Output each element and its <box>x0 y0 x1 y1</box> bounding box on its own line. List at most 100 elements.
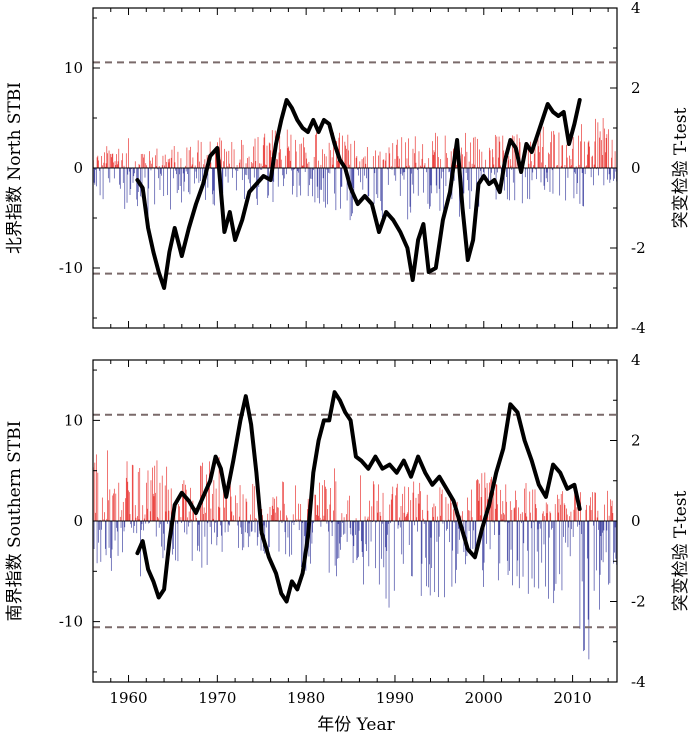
index-bar <box>184 168 185 182</box>
index-bar <box>381 521 382 559</box>
index-bar <box>562 145 563 168</box>
index-bar <box>323 168 324 178</box>
north-t-test-line <box>137 100 579 288</box>
index-bar <box>145 163 146 168</box>
index-bar <box>492 149 493 168</box>
index-bar <box>609 516 610 521</box>
index-bar <box>602 155 603 168</box>
index-bar <box>254 486 255 521</box>
index-bar <box>168 490 169 521</box>
index-bar <box>362 168 363 190</box>
index-bar <box>592 157 593 168</box>
index-bar <box>508 160 509 168</box>
index-bar <box>477 479 478 521</box>
index-bar <box>246 168 247 175</box>
index-bar <box>202 521 203 568</box>
index-bar <box>240 521 241 527</box>
index-bar <box>187 521 188 534</box>
index-bar <box>322 485 323 521</box>
index-bar <box>120 168 121 189</box>
index-bar <box>586 510 587 521</box>
index-bar <box>178 521 179 561</box>
index-bar <box>378 484 379 521</box>
index-bar <box>434 150 435 168</box>
index-bar <box>553 168 554 194</box>
index-bar <box>358 521 359 557</box>
index-bar <box>264 521 265 525</box>
index-bar <box>477 139 478 168</box>
index-bar <box>607 521 608 530</box>
index-bar <box>312 168 313 179</box>
index-bar <box>422 144 423 168</box>
index-bar <box>198 140 199 168</box>
index-bar <box>259 163 260 168</box>
index-bar <box>590 497 591 521</box>
index-bar <box>263 145 264 168</box>
index-bar <box>129 168 130 172</box>
index-bar <box>468 510 469 521</box>
index-bar <box>595 493 596 521</box>
index-bar <box>504 514 505 521</box>
index-bar <box>523 521 524 543</box>
index-bar <box>122 521 123 552</box>
index-bar <box>305 168 306 172</box>
index-bar <box>383 493 384 521</box>
index-bar <box>265 165 266 168</box>
index-bar <box>403 521 404 564</box>
index-bar <box>440 168 441 211</box>
index-bar <box>445 136 446 168</box>
index-bar <box>318 516 319 521</box>
index-bar <box>371 521 372 542</box>
index-bar <box>187 148 188 168</box>
index-bar <box>158 168 159 178</box>
index-bar <box>588 142 589 168</box>
index-bar <box>353 521 354 563</box>
index-bar <box>431 168 432 185</box>
index-bar <box>127 168 128 175</box>
index-bar <box>467 152 468 168</box>
index-bar <box>299 521 300 530</box>
index-bar <box>228 521 229 532</box>
index-bar <box>478 480 479 521</box>
index-bar <box>229 164 230 168</box>
index-bar <box>116 154 117 168</box>
index-bar <box>325 487 326 521</box>
index-bar <box>480 515 481 521</box>
index-bar <box>192 164 193 168</box>
index-bar <box>316 515 317 521</box>
index-bar <box>360 475 361 521</box>
index-bar <box>327 509 328 521</box>
index-bar <box>188 168 189 192</box>
index-bar <box>593 521 594 526</box>
index-bar <box>567 515 568 521</box>
index-bar <box>583 521 584 651</box>
index-bar <box>326 156 327 168</box>
index-bar <box>391 500 392 521</box>
index-bar <box>615 151 616 168</box>
index-bar <box>357 521 358 558</box>
index-bar <box>412 521 413 576</box>
index-bar <box>349 496 350 521</box>
index-bar <box>306 159 307 168</box>
index-bar <box>111 521 112 571</box>
index-bar <box>508 521 509 575</box>
index-bar <box>400 521 401 527</box>
index-bar <box>461 148 462 168</box>
index-bar <box>154 496 155 521</box>
index-bar <box>336 481 337 521</box>
y-tick-label-right: 0 <box>631 512 641 530</box>
index-bar <box>595 119 596 168</box>
index-bar <box>426 521 427 586</box>
index-bar <box>510 501 511 521</box>
index-bar <box>430 521 431 595</box>
index-bar <box>359 161 360 168</box>
index-bar <box>361 521 362 541</box>
index-bar <box>374 484 375 521</box>
index-bar <box>324 480 325 521</box>
index-bar <box>594 521 595 591</box>
index-bar <box>139 164 140 168</box>
index-bar <box>573 521 574 537</box>
index-bar <box>176 168 177 174</box>
index-bar <box>124 521 125 527</box>
index-bar <box>456 521 457 570</box>
